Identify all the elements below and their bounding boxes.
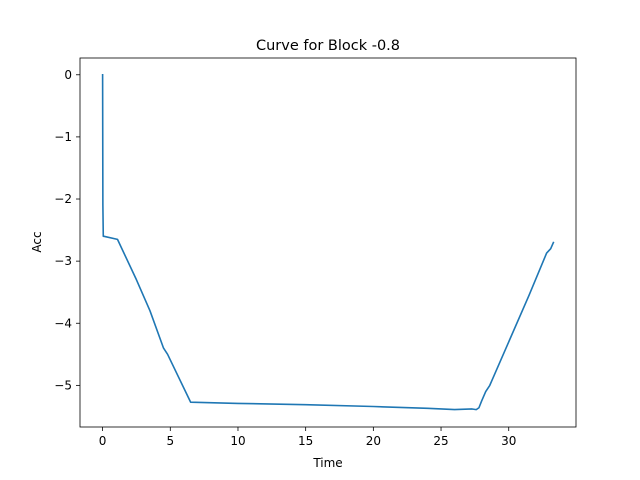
chart-title: Curve for Block -0.8: [256, 38, 400, 54]
y-tick-label: −5: [54, 378, 72, 392]
y-tick-label: −4: [54, 316, 72, 330]
y-tick-label: 0: [64, 68, 72, 82]
y-tick-label: −3: [54, 254, 72, 268]
y-axis-label: Acc: [30, 231, 44, 252]
y-axis-ticks: 0 −1 −2 −3 −4 −5: [54, 68, 80, 392]
x-tick-label: 10: [230, 434, 245, 448]
x-tick-label: 20: [366, 434, 381, 448]
x-tick-label: 15: [298, 434, 313, 448]
x-tick-label: 0: [99, 434, 107, 448]
x-tick-label: 25: [433, 434, 448, 448]
x-axis-label: Time: [312, 456, 342, 470]
y-tick-label: −2: [54, 192, 72, 206]
plot-area-frame: [79, 57, 577, 428]
x-axis-ticks: 0 5 10 15 20 25 30: [99, 427, 516, 448]
series-line: [101, 73, 555, 411]
series-layer: [101, 73, 555, 411]
y-tick-label: −1: [54, 130, 72, 144]
x-tick-label: 30: [501, 434, 516, 448]
x-tick-label: 5: [166, 434, 174, 448]
